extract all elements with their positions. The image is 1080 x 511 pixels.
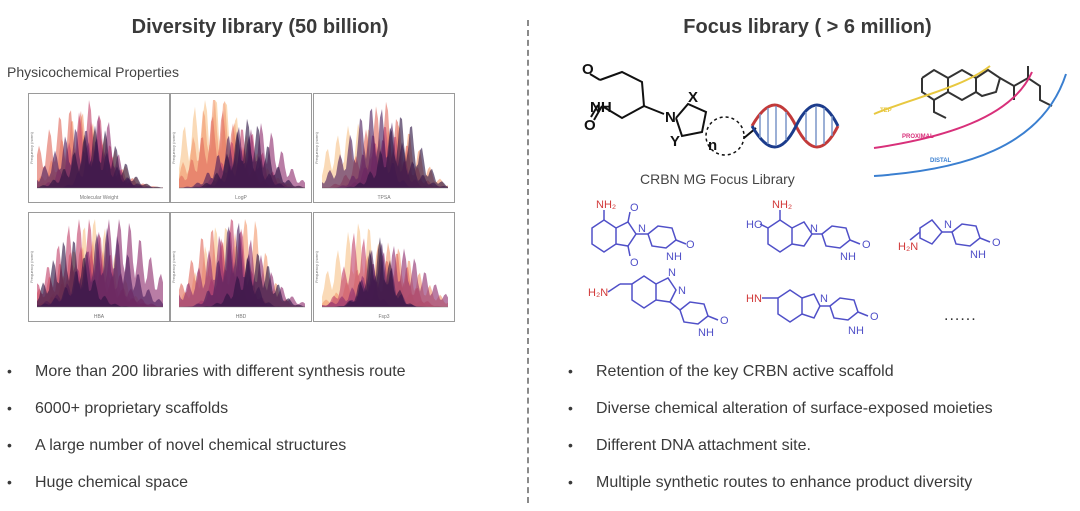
n-label: N [810, 223, 818, 235]
n-label: N [638, 223, 646, 235]
n-label: N [678, 285, 686, 297]
distal-layer-label: DISTAL [930, 158, 952, 164]
bullet-dot: • [7, 400, 12, 416]
density-plot: HBD Frequency (norm) [170, 212, 312, 322]
molecule-3: H₂N N NH O [898, 219, 1001, 261]
density-curve [322, 108, 448, 188]
crbn-scaffold-diagram: O O NH N X Y n [582, 61, 840, 156]
oxo-label: O [870, 311, 879, 323]
bullet-text: Multiple synthetic routes to enhance pro… [596, 474, 973, 491]
dna-helix-icon [750, 103, 840, 149]
bullet-text: Retention of the key CRBN active scaffol… [596, 363, 894, 380]
crbn-focus-library-caption: CRBN MG Focus Library [640, 171, 795, 187]
n-label: N [820, 293, 828, 305]
oxo-label: O [862, 239, 871, 251]
n-label: N [944, 219, 952, 231]
plot-y-label: Frequency (norm) [314, 131, 319, 163]
imide-nh-label: NH [590, 99, 612, 116]
bullet-dot: • [568, 400, 573, 416]
section-divider [527, 20, 529, 503]
molecule-2: HO NH₂ N NH O [746, 199, 871, 263]
nh-label: NH [666, 251, 682, 263]
bullet-dot: • [568, 437, 573, 453]
steroid-structure [921, 66, 1053, 119]
bullet-dot: • [568, 474, 573, 490]
plot-x-label: HBD [236, 314, 247, 320]
oxo-label: O [992, 237, 1001, 249]
density-curve [322, 237, 448, 307]
density-curve [179, 118, 305, 188]
bullet-text: Huge chemical space [35, 474, 188, 491]
amine-label: HN [746, 293, 762, 305]
density-plot: Molecular Weight Frequency (norm) [28, 93, 170, 203]
oxo-label: O [686, 239, 695, 251]
plot-x-label: Molecular Weight [80, 195, 119, 201]
density-curve [37, 128, 163, 188]
bullet-dot: • [568, 363, 573, 379]
plot-y-label: Frequency (norm) [29, 250, 34, 282]
nh-label: NH [970, 249, 986, 261]
density-curve [179, 110, 305, 188]
n-label: N [668, 267, 676, 279]
amine-label: NH₂ [772, 199, 792, 211]
nh-label: NH [848, 325, 864, 337]
density-curve [37, 241, 163, 307]
plot-y-label: Frequency (norm) [171, 131, 176, 163]
molecule-4: H₂N N N NH O [588, 267, 729, 339]
nh-label: NH [698, 327, 714, 339]
oxo-label: O [582, 61, 594, 78]
y-label: Y [670, 133, 680, 150]
oxo-label: O [584, 117, 596, 134]
n-subscript-label: n [708, 137, 717, 154]
bullet-text: 6000+ proprietary scaffolds [35, 400, 229, 417]
bullet-dot: • [7, 363, 12, 379]
plot-x-label: HBA [94, 314, 105, 320]
bullet-text: Diverse chemical alteration of surface-e… [596, 400, 993, 417]
molecule-5: HN N NH O [746, 289, 879, 337]
physicochemical-properties-label: Physicochemical Properties [7, 64, 179, 80]
plot-y-label: Frequency (norm) [314, 250, 319, 282]
plot-x-label: Fsp3 [378, 314, 389, 320]
proximal-layer-label: PROXIMAL [902, 134, 934, 140]
plot-x-label: TPSA [377, 195, 391, 201]
density-plot: Fsp3 Frequency (norm) [313, 212, 455, 322]
density-curve [322, 117, 448, 188]
density-curve [179, 253, 305, 307]
density-curve [37, 227, 163, 307]
bullet-text: More than 200 libraries with different s… [35, 363, 406, 380]
density-plot: TPSA Frequency (norm) [313, 93, 455, 203]
bullet-dot: • [7, 437, 12, 453]
amine-label: NH₂ [596, 199, 616, 211]
bullet-text: Different DNA attachment site. [596, 437, 811, 454]
density-curve [37, 125, 163, 188]
bullet-text: A large number of novel chemical structu… [35, 437, 347, 454]
density-curve [179, 222, 305, 307]
tep-layer-label: TEP [880, 108, 892, 114]
density-curve [179, 126, 305, 188]
more-molecules-ellipsis: ...... [944, 307, 977, 324]
oxo-label: O [720, 315, 729, 327]
oxo-label: O [630, 202, 639, 214]
molecule-1: NH₂ O O N NH O [591, 199, 695, 268]
plot-y-label: Frequency (norm) [171, 250, 176, 282]
bullet-dot: • [7, 474, 12, 490]
amine-label: H₂N [588, 287, 608, 299]
n-label: N [665, 109, 676, 126]
plot-x-label: LogP [235, 195, 247, 201]
hydroxyl-label: HO [746, 219, 763, 231]
plot-y-label: Frequency (norm) [29, 131, 34, 163]
density-plot: HBA Frequency (norm) [28, 212, 170, 322]
amine-label: H₂N [898, 241, 918, 253]
density-plot: LogP Frequency (norm) [170, 93, 312, 203]
density-curve [322, 232, 448, 307]
surface-layers-diagram: TEP PROXIMAL DISTAL [873, 65, 1067, 177]
diversity-library-title: Diversity library (50 billion) [131, 16, 389, 38]
density-curve [37, 114, 163, 188]
focus-library-title: Focus library ( > 6 million) [683, 16, 932, 38]
density-curve [322, 242, 448, 307]
nh-label: NH [840, 251, 856, 263]
oxo-label: O [630, 257, 639, 268]
x-label: X [688, 89, 698, 106]
